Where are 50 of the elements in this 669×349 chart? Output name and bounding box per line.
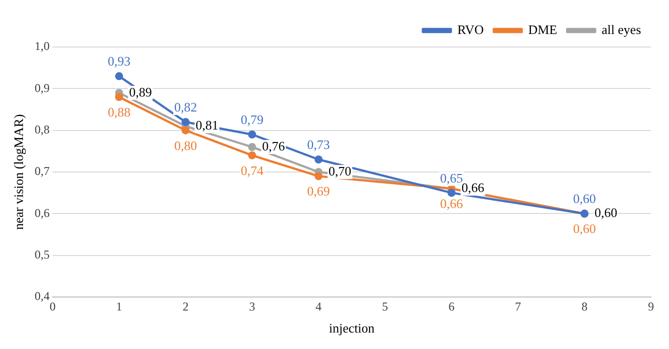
y-tick-label: 0,8	[34, 122, 50, 136]
legend-label: RVO	[457, 22, 484, 37]
x-axis-title: injection	[329, 320, 376, 336]
data-label: 0,81	[196, 118, 218, 133]
data-label: 0,60	[573, 191, 596, 206]
x-tick-label: 5	[382, 299, 388, 314]
point	[115, 93, 124, 101]
x-tick-label: 3	[249, 299, 256, 314]
x-tick-label: 7	[515, 299, 522, 314]
point	[248, 143, 256, 151]
point	[314, 172, 323, 180]
data-label: 0,76	[262, 138, 286, 154]
data-label: 0,70	[328, 163, 352, 178]
point	[248, 151, 256, 160]
point	[182, 126, 190, 134]
data-label: 0,65	[440, 170, 463, 186]
data-label: 0,66	[440, 196, 464, 212]
point	[314, 156, 323, 164]
x-tick-label: 2	[182, 299, 189, 314]
x-tick-label: 6	[448, 299, 455, 314]
point	[448, 188, 456, 197]
legend-label: DME	[528, 22, 558, 37]
x-tick-label: 4	[316, 299, 322, 314]
y-tick-label: 0,4	[34, 289, 50, 304]
x-tick-label: 1	[116, 299, 122, 314]
y-tick-label: 0,9	[34, 80, 50, 95]
point	[115, 72, 124, 80]
data-label: 0,82	[174, 99, 197, 114]
x-tick-label: 0	[50, 299, 56, 314]
y-axis-title: near vision (logMAR)	[11, 114, 26, 230]
x-tick-label: 8	[582, 299, 588, 314]
data-label: 0,66	[462, 180, 485, 196]
point	[248, 130, 256, 138]
data-label: 0,89	[129, 84, 152, 100]
data-label: 0,74	[240, 162, 264, 178]
data-label: 0,73	[307, 136, 330, 152]
data-label: 0,60	[594, 205, 618, 220]
point	[182, 118, 190, 126]
legend-label: all eyes	[602, 22, 641, 37]
y-tick-label: 1,0	[34, 39, 50, 54]
data-label: 0,93	[108, 54, 130, 69]
data-label: 0,79	[240, 112, 264, 127]
y-tick-label: 0,7	[34, 164, 50, 178]
data-label: 0,80	[174, 138, 197, 153]
data-label: 0,69	[307, 184, 330, 199]
x-tick-label: 9	[648, 299, 654, 314]
y-tick-label: 0,6	[34, 206, 50, 220]
data-label: 0,60	[573, 221, 596, 236]
y-tick-label: 0,5	[34, 247, 50, 262]
data-label: 0,88	[108, 104, 130, 120]
